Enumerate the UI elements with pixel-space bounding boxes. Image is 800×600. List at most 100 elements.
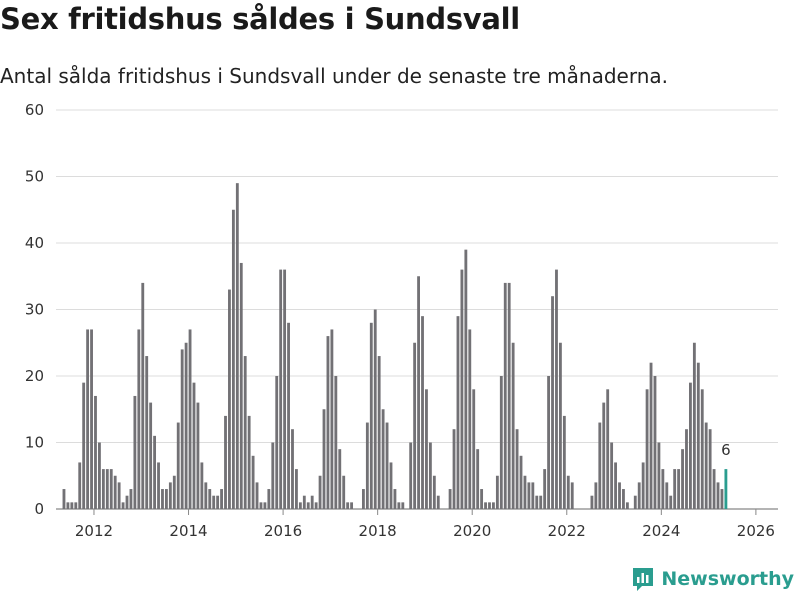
bar — [633, 495, 637, 509]
bar — [129, 489, 133, 509]
bar — [318, 475, 322, 509]
bar — [535, 495, 539, 509]
bar — [598, 422, 602, 509]
bar — [511, 342, 515, 509]
bar — [645, 389, 649, 509]
bar — [220, 489, 223, 509]
y-tick-label: 0 — [34, 500, 44, 518]
bar — [330, 329, 334, 509]
bar — [692, 342, 696, 509]
bar — [681, 449, 684, 509]
x-tick-label: 2012 — [75, 522, 113, 540]
bar — [602, 402, 606, 509]
bar — [295, 469, 298, 509]
bar — [141, 282, 145, 509]
bar — [673, 469, 677, 509]
bar — [310, 495, 314, 509]
bar — [515, 429, 519, 509]
y-tick-label: 10 — [25, 434, 44, 452]
x-tick-label: 2014 — [169, 522, 207, 540]
bar — [460, 269, 464, 509]
bar — [484, 502, 487, 509]
bar — [610, 442, 614, 509]
bar — [275, 376, 279, 509]
bar — [109, 469, 113, 509]
bar — [361, 489, 365, 509]
bar — [322, 409, 326, 509]
bar — [192, 382, 196, 509]
bar-latest — [724, 469, 728, 509]
bar — [527, 482, 531, 509]
bar — [649, 362, 653, 509]
bar — [507, 282, 511, 509]
bar — [113, 475, 117, 509]
bar — [212, 495, 216, 509]
bar — [495, 475, 499, 509]
bar — [712, 469, 716, 509]
brand-logo[interactable]: Newsworthy — [631, 566, 794, 592]
y-axis: 0 10 20 30 40 50 60 — [25, 101, 44, 518]
bar — [243, 356, 247, 509]
bar — [164, 489, 168, 509]
bar — [326, 336, 330, 509]
bar — [436, 495, 440, 509]
bar — [302, 495, 306, 509]
bar — [499, 376, 503, 509]
bar — [468, 329, 472, 509]
bar — [184, 342, 188, 509]
bar — [101, 469, 105, 509]
bar — [235, 183, 239, 509]
bar — [239, 262, 243, 509]
bar — [397, 502, 401, 509]
bars — [62, 183, 728, 509]
x-axis: 2012 2014 2016 2018 2020 2022 2024 2026 — [75, 509, 775, 540]
bar — [153, 435, 157, 509]
bar — [700, 389, 704, 509]
bar — [342, 475, 346, 509]
bar — [251, 455, 255, 509]
bar — [90, 329, 93, 509]
x-tick-label: 2024 — [642, 522, 680, 540]
bar — [66, 502, 70, 509]
bar — [298, 502, 302, 509]
bar — [551, 296, 554, 509]
bar — [125, 495, 129, 509]
bar — [704, 422, 708, 509]
bar — [413, 342, 417, 509]
chart-title: Sex fritidshus såldes i Sundsvall — [0, 2, 520, 36]
bar — [606, 389, 610, 509]
bar — [685, 429, 688, 509]
bar — [94, 395, 97, 509]
bar — [432, 475, 436, 509]
brand-name: Newsworthy — [661, 568, 794, 590]
bar — [665, 482, 669, 509]
bar — [614, 462, 617, 509]
bar — [558, 342, 562, 509]
bar — [228, 289, 231, 509]
bar — [334, 376, 338, 509]
bar — [105, 469, 109, 509]
bar — [456, 316, 460, 509]
bar — [555, 269, 558, 509]
bar — [417, 276, 420, 509]
bar — [409, 442, 413, 509]
bar — [267, 489, 271, 509]
bar — [492, 502, 495, 509]
bar — [369, 322, 373, 509]
bar — [255, 482, 259, 509]
bar — [86, 329, 90, 509]
bar — [200, 462, 204, 509]
x-tick-label: 2018 — [359, 522, 397, 540]
bar — [689, 382, 692, 509]
bar — [74, 502, 78, 509]
bar — [350, 502, 354, 509]
bar — [428, 442, 432, 509]
bar — [669, 495, 673, 509]
bar — [566, 475, 570, 509]
y-tick-label: 50 — [25, 168, 44, 186]
bar — [346, 502, 350, 509]
bar — [168, 482, 172, 509]
bar — [279, 269, 283, 509]
bar — [448, 489, 452, 509]
